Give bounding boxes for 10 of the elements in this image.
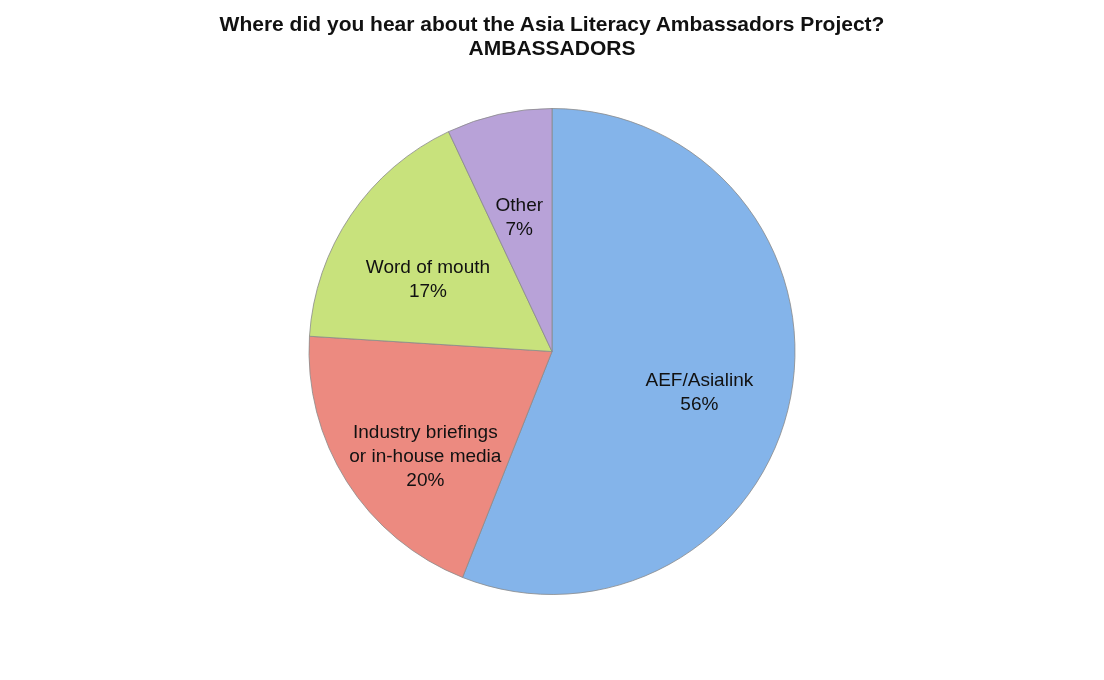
slice-label: Word of mouth [365, 256, 491, 278]
data-label: 7% [505, 218, 534, 240]
chart-subtitle: AMBASSADORS [468, 36, 636, 59]
data-label: 56% [680, 392, 719, 414]
chart-title: Where did you hear about the Asia Literacy Ambassadors Project? [219, 12, 885, 35]
slice-label: Other [495, 194, 544, 216]
data-label: 17% [408, 280, 448, 302]
slice-label: Industry briefings or in-house media [349, 420, 502, 466]
slice-label: AEF/Asialink [645, 368, 754, 390]
data-label: 20% [406, 468, 445, 490]
